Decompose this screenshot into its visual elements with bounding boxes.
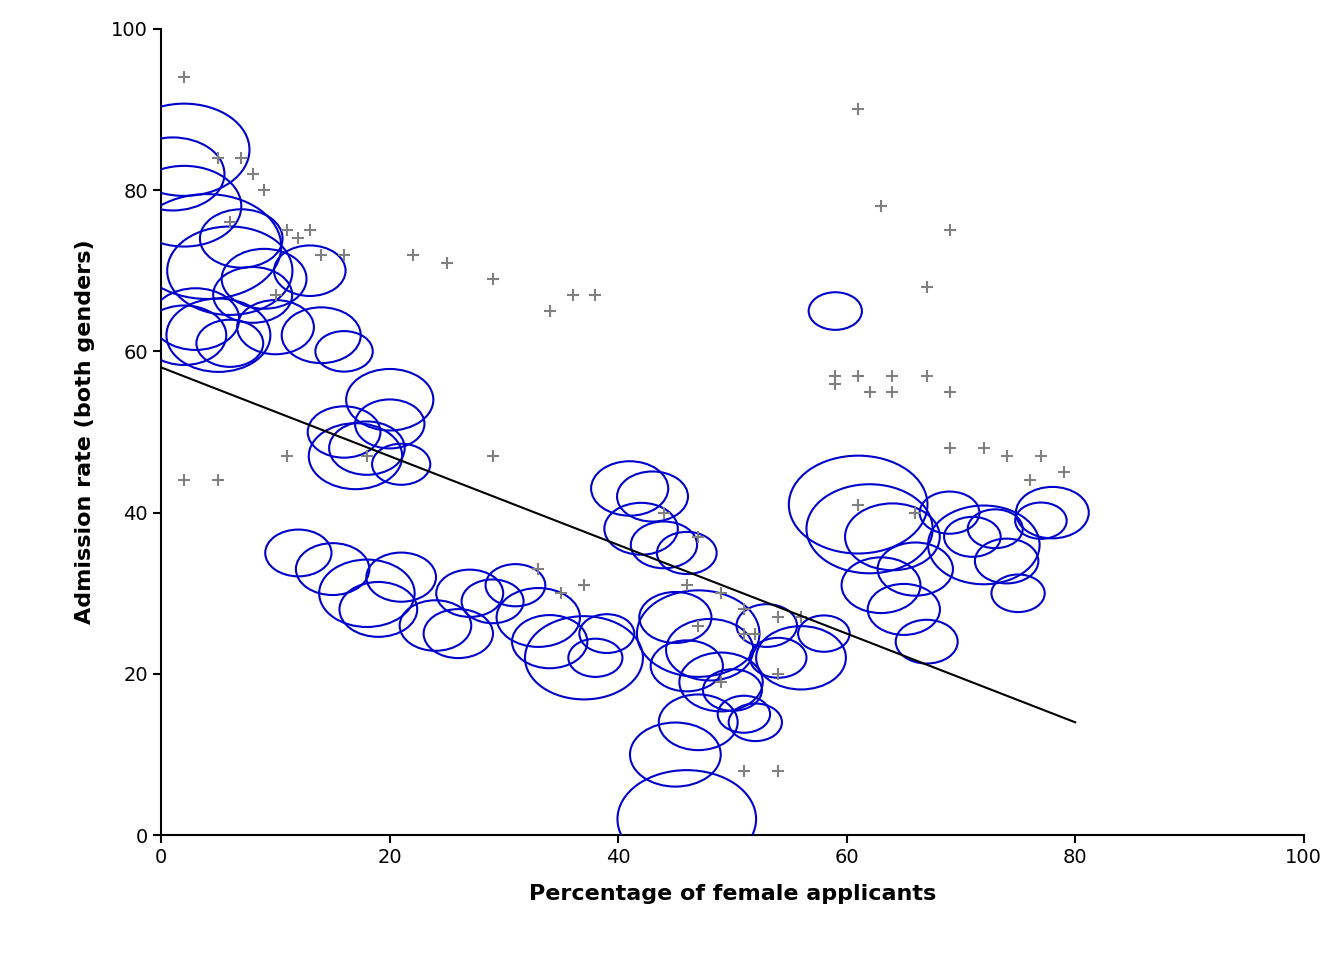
X-axis label: Percentage of female applicants: Percentage of female applicants (528, 884, 937, 904)
Y-axis label: Admission rate (both genders): Admission rate (both genders) (74, 240, 94, 624)
